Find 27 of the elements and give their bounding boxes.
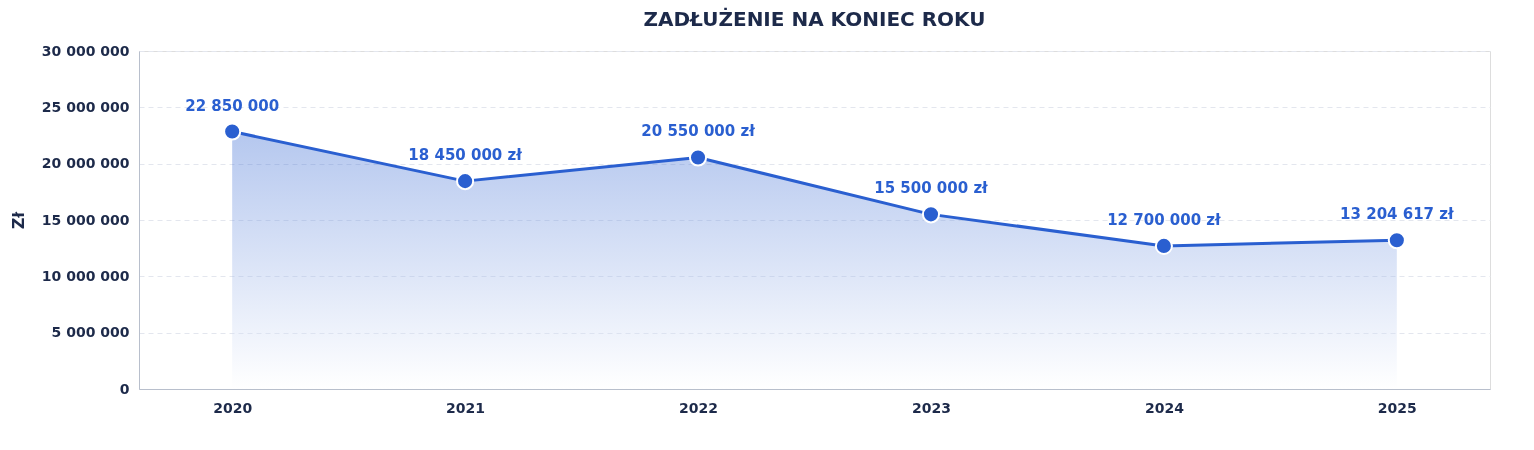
y-tick-label: 15 000 000 <box>41 211 130 228</box>
y-tick-label: 10 000 000 <box>41 267 130 284</box>
x-tick-label: 2023 <box>911 399 951 416</box>
y-axis-title: Zł <box>8 210 28 230</box>
x-tick-label: 2024 <box>1144 399 1185 416</box>
chart-title: ZADŁUŻENIE NA KONIEC ROKU <box>643 7 986 31</box>
y-tick-label: 25 000 000 <box>41 98 130 115</box>
point <box>921 205 941 224</box>
data-label: 12 700 000 zł <box>1107 210 1222 229</box>
data-label: 18 450 000 zł <box>408 146 523 165</box>
y-tick-label: 0 <box>119 380 130 397</box>
data-label: 13 204 617 zł <box>1340 205 1454 224</box>
x-tick-label: 2025 <box>1377 399 1417 416</box>
y-tick-label: 20 000 000 <box>41 155 130 172</box>
point <box>1154 236 1173 255</box>
point <box>1387 231 1406 250</box>
data-label: 22 850 000 <box>185 96 280 115</box>
point <box>456 172 475 191</box>
point <box>223 122 242 141</box>
y-tick-label: 5 000 000 <box>51 324 130 341</box>
point <box>688 148 708 167</box>
x-tick-label: 2022 <box>679 399 719 416</box>
data-label: 15 500 000 zł <box>874 179 989 198</box>
y-tick-label: 30 000 000 <box>41 42 130 59</box>
x-tick-label: 2020 <box>213 399 253 416</box>
x-tick-label: 2021 <box>446 399 486 416</box>
data-label: 20 550 000 zł <box>641 122 756 141</box>
